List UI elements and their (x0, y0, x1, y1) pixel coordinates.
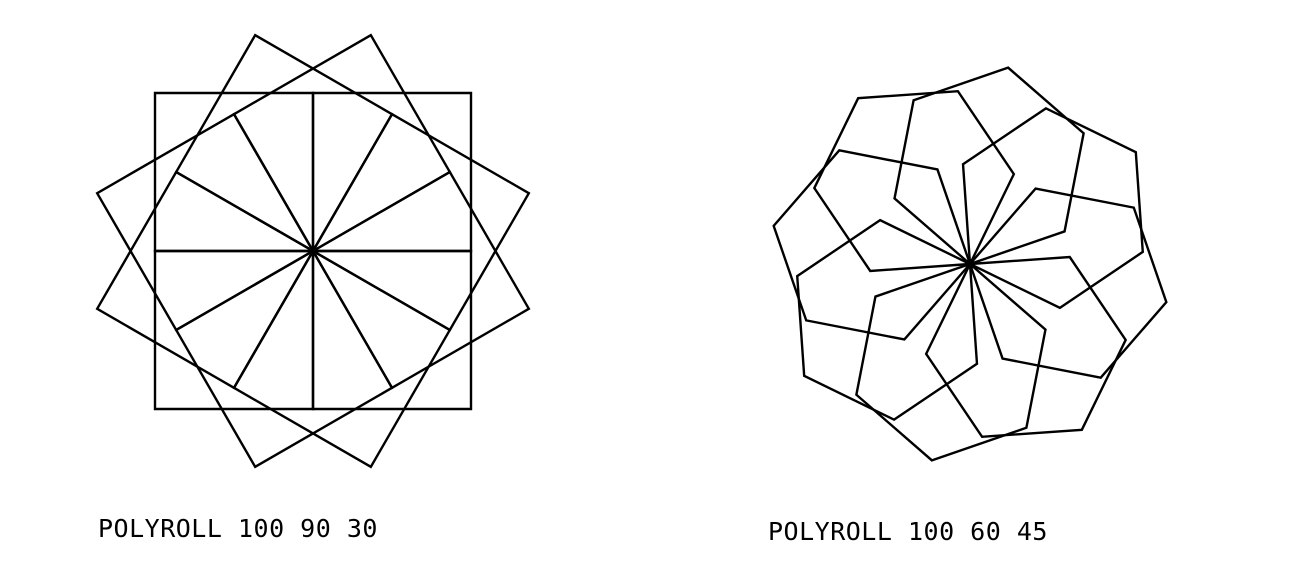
polygon-8 (174, 33, 394, 253)
polygon-4 (772, 149, 972, 341)
polygon-6 (95, 112, 315, 332)
polygon-5 (812, 89, 1016, 273)
polygon-10 (311, 91, 473, 253)
polygon-3 (795, 218, 979, 422)
polygon-2 (855, 262, 1047, 462)
polygon-9 (232, 33, 452, 253)
polygon-4 (153, 249, 315, 411)
polygon-12 (311, 170, 531, 390)
polygon-8 (968, 187, 1168, 379)
polygon-11 (311, 112, 531, 332)
polygon-6 (893, 66, 1085, 266)
polygon-5 (95, 170, 315, 390)
center-vertex (965, 259, 975, 269)
polyroll-figure-hexagons (772, 66, 1168, 462)
center-vertex (308, 246, 318, 256)
polygon-1 (311, 249, 473, 411)
polygon-2 (232, 249, 452, 469)
figure-caption-left: POLYROLL 100 90 30 (98, 514, 378, 543)
polyroll-figure-squares (95, 33, 531, 469)
polygon-1 (924, 255, 1128, 439)
polygon-3 (174, 249, 394, 469)
figure-caption-right: POLYROLL 100 60 45 (768, 517, 1048, 546)
polygon-7 (961, 106, 1145, 310)
polygon-7 (153, 91, 315, 253)
